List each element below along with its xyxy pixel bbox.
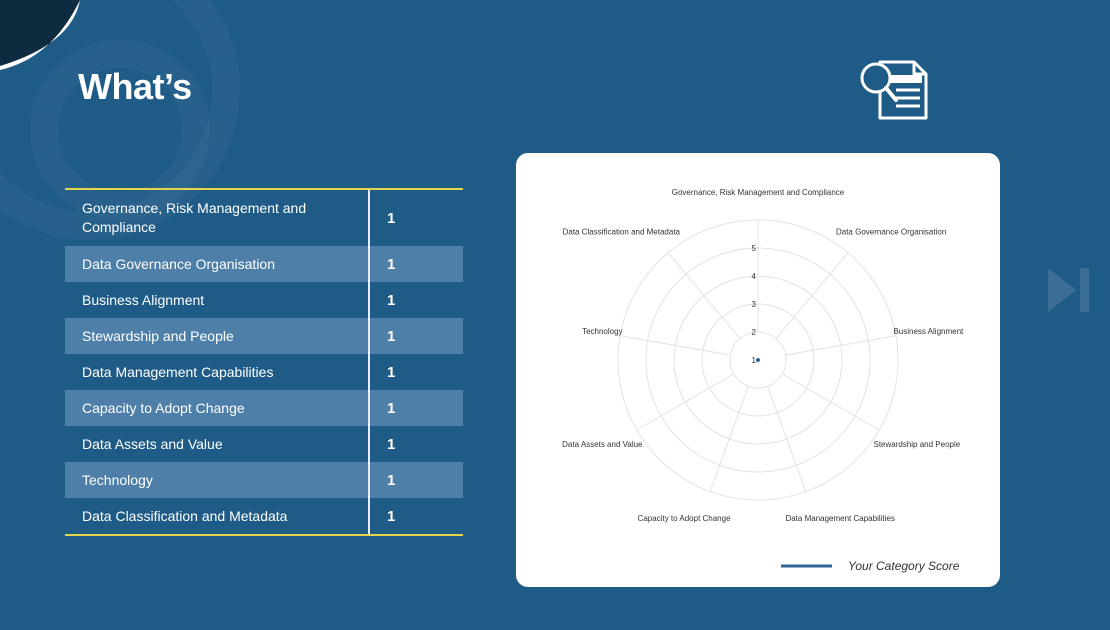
category-score: 1 [368,498,463,534]
table-row: Technology 1 [65,462,463,498]
legend-label: Your Category Score [848,559,960,573]
radar-data-point [756,358,760,362]
category-name: Data Classification and Metadata [82,507,288,524]
radar-axis-label: Technology [582,327,622,336]
radar-tick-label: 4 [752,272,757,281]
table-row: Capacity to Adopt Change 1 [65,390,463,426]
radar-tick-label: 3 [752,300,757,309]
category-name: Data Management Capabilities [82,363,274,380]
radar-spoke [781,373,880,431]
radar-chart: 1 2 3 4 5 Governance, Risk Management and Com… [562,188,964,573]
category-score: 1 [368,282,463,318]
radar-axis-label: Governance, Risk Management and Complian… [672,188,845,197]
radar-tick-label: 2 [752,328,757,337]
radar-spoke [620,335,731,356]
radar-axis-label: Capacity to Adopt Change [638,514,732,523]
radar-spoke [767,386,807,492]
category-name: Data Governance Organisation [82,255,275,272]
category-score: 1 [368,354,463,390]
radar-axis-label: Data Assets and Value [562,440,643,449]
radar-spoke [709,386,749,492]
radar-tick-label: 5 [752,244,757,253]
category-name: Stewardship and People [82,327,234,344]
radar-spoke [775,252,849,339]
category-name: Business Alignment [82,291,205,308]
category-name: Governance, Risk Management and Complian… [82,200,307,235]
category-name: Data Assets and Value [82,435,223,452]
radar-axis-label: Business Alignment [893,327,964,336]
category-name: Technology [82,471,153,488]
table-row: Data Classification and Metadata 1 [65,498,463,534]
table-row: Data Management Capabilities 1 [65,354,463,390]
category-score: 1 [368,190,463,246]
corner-page-curl-decoration [0,0,80,70]
table-row: Business Alignment 1 [65,282,463,318]
radar-axis-label: Stewardship and People [873,440,960,449]
category-score: 1 [368,462,463,498]
radar-spoke [636,373,735,431]
document-search-icon [860,60,928,120]
page-title: What’s [78,66,192,107]
category-score: 1 [368,426,463,462]
radar-chart-card: 1 2 3 4 5 Governance, Risk Management and Com… [516,153,1000,587]
radar-axis-label: Data Classification and Metadata [563,227,681,236]
category-score: 1 [368,246,463,282]
category-score: 1 [368,390,463,426]
radar-axis-label: Data Management Capabilities [785,514,894,523]
category-score-table: Governance, Risk Management and Complian… [65,188,463,536]
table-row: Stewardship and People 1 [65,318,463,354]
table-row: Data Assets and Value 1 [65,426,463,462]
radar-tick-label: 1 [752,356,757,365]
table-row: Data Governance Organisation 1 [65,246,463,282]
radar-spoke [667,252,741,339]
category-score: 1 [368,318,463,354]
table-row: Governance, Risk Management and Complian… [65,190,463,246]
category-name: Capacity to Adopt Change [82,399,245,416]
radar-spoke [785,335,896,356]
skip-forward-icon[interactable] [1044,264,1094,316]
radar-axis-label: Data Governance Organisation [836,227,946,236]
